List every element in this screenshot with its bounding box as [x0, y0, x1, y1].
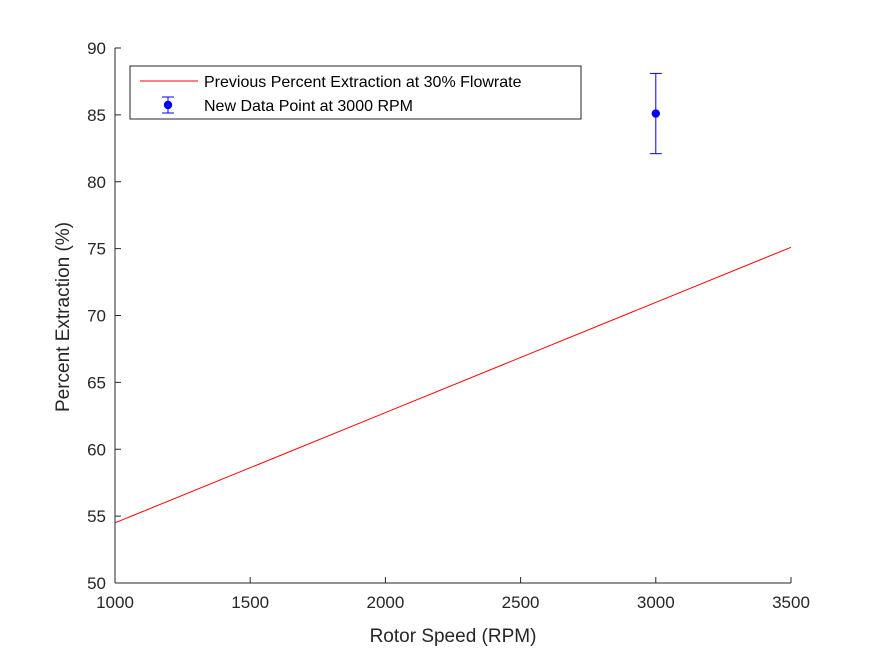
x-tick-label: 1500 — [231, 593, 269, 612]
y-tick-label: 60 — [87, 440, 106, 459]
y-tick-label: 80 — [87, 173, 106, 192]
x-tick-label: 1000 — [96, 593, 134, 612]
y-tick-label: 50 — [87, 574, 106, 593]
data-point-marker — [651, 109, 660, 118]
errorbar-point — [649, 72, 662, 155]
x-tick-label: 2500 — [502, 593, 540, 612]
y-tick-label: 75 — [87, 240, 106, 259]
legend: Previous Percent Extraction at 30% Flowr… — [129, 65, 582, 120]
x-axis: 1000 1500 2000 2500 3000 3500 — [96, 577, 810, 612]
x-tick-label: 3000 — [637, 593, 675, 612]
y-tick-label: 55 — [87, 507, 106, 526]
y-tick-label: 85 — [87, 106, 106, 125]
y-axis-label: Percent Extraction (%) — [53, 222, 74, 412]
x-axis-label: Rotor Speed (RPM) — [370, 626, 537, 647]
legend-entry-previous: Previous Percent Extraction at 30% Flowr… — [204, 74, 522, 91]
x-tick-label: 2000 — [366, 593, 404, 612]
plot-area — [114, 72, 792, 524]
series-line-previous — [114, 246, 792, 524]
y-tick-label: 70 — [87, 307, 106, 326]
y-axis: 50 55 60 65 70 75 80 85 90 — [87, 39, 121, 593]
y-tick-label: 65 — [87, 373, 106, 392]
y-tick-label: 90 — [87, 39, 106, 58]
legend-errorbar-swatch — [162, 96, 174, 114]
x-tick-label: 3500 — [772, 593, 810, 612]
legend-box — [129, 65, 582, 120]
legend-marker — [163, 100, 173, 110]
legend-entry-new: New Data Point at 3000 RPM — [204, 98, 413, 115]
